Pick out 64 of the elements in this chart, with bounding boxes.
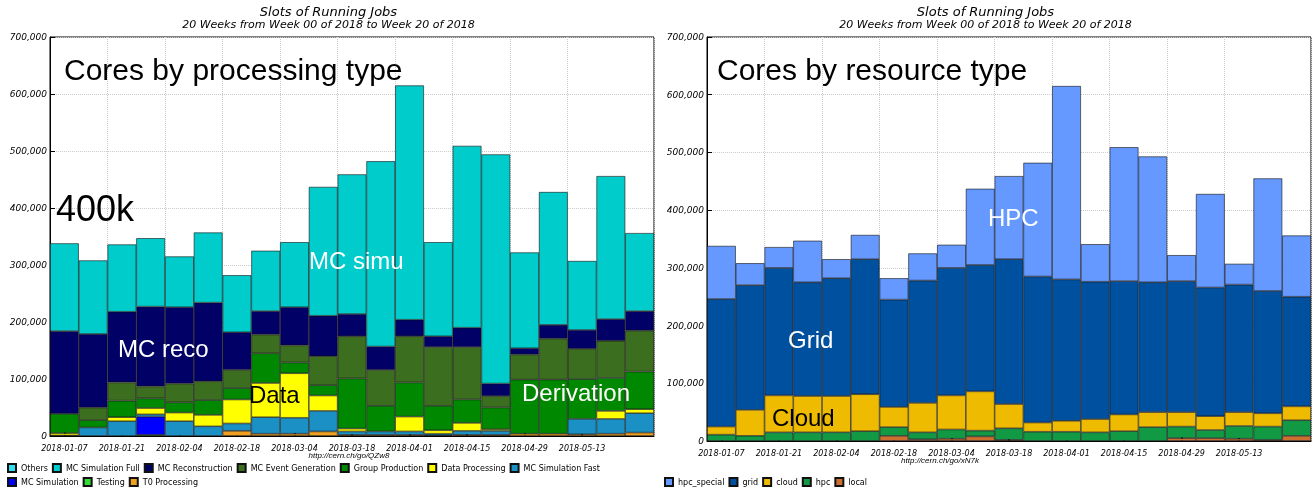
legend-label: hpc_special — [678, 477, 725, 487]
annotation: Grid — [788, 325, 834, 353]
x-tick-label: 2018-04-01 — [386, 443, 433, 453]
legend-label: MC Simulation — [21, 477, 79, 487]
y-tick-label: 0 — [41, 431, 48, 441]
x-tick-label: 2018-03-18 — [985, 448, 1033, 458]
annotation: MC simu — [309, 246, 404, 274]
x-tick-label: 2018-04-15 — [443, 443, 491, 453]
x-tick-label: 2018-05-13 — [558, 443, 606, 453]
x-tick-label: 2018-05-13 — [1215, 448, 1263, 458]
x-tick-label: 2018-02-18 — [870, 448, 918, 458]
x-tick-label: 2018-03-04 — [271, 443, 318, 453]
x-tick-label: 2018-04-29 — [1158, 448, 1205, 458]
x-tick-label: 2018-02-18 — [213, 443, 261, 453]
y-tick-label: 400,000 — [9, 203, 48, 213]
y-tick-label: 600,000 — [666, 89, 705, 100]
y-tick-label: 100,000 — [666, 378, 705, 389]
legend-label: MC Reconstruction — [157, 463, 233, 473]
y-tick-label: 300,000 — [666, 262, 705, 273]
y-tick-label: 500,000 — [9, 146, 48, 156]
y-tick-label: 200,000 — [9, 317, 48, 327]
x-tick-label: 2018-04-15 — [1100, 448, 1148, 458]
chart-subtitle: 20 Weeks from Week 00 of 2018 to Week 20 of 2018 — [839, 18, 1132, 31]
y-tick-label: 500,000 — [666, 147, 705, 158]
text: http://cern.ch/go/xN7k — [901, 455, 980, 465]
legend-label: T0 Processing — [141, 477, 199, 487]
x-tick-label: 2018-01-07 — [41, 443, 89, 453]
legend-label: cloud — [776, 477, 798, 487]
x-tick-label: 2018-01-21 — [98, 443, 146, 453]
x-tick-label: 2018-04-01 — [1043, 448, 1090, 458]
y-tick-label: 700,000 — [9, 32, 48, 42]
x-tick-label: 2018-03-04 — [928, 448, 975, 458]
y-tick-label: 300,000 — [9, 260, 48, 270]
legend-label: local — [848, 477, 867, 487]
legend-label: MC Simulation Full — [65, 463, 140, 473]
y-tick-label: 600,000 — [9, 89, 48, 99]
x-tick-label: 2018-01-21 — [755, 448, 803, 458]
legend-label: Testing — [95, 477, 125, 487]
legend-label: Group Production — [353, 463, 424, 473]
y-tick-label: 200,000 — [666, 320, 705, 331]
chart-title: Slots of Running Jobs — [916, 4, 1055, 19]
annotation: 400k — [56, 187, 136, 229]
annotation: Cores by processing type — [64, 52, 403, 86]
x-tick-label: 2018-03-18 — [328, 443, 376, 453]
y-tick-label: 400,000 — [666, 205, 705, 216]
annotation: Derivation — [522, 378, 631, 406]
y-tick-label: 0 — [698, 436, 705, 446]
annotation: MC reco — [118, 334, 209, 362]
legend-label: Others — [21, 463, 48, 473]
y-tick-label: 700,000 — [666, 32, 705, 42]
x-tick-label: 2018-04-29 — [501, 443, 548, 453]
annotation: Cores by resource type — [717, 52, 1028, 86]
text: http://cern.ch/go/QZw8 — [308, 450, 391, 460]
legend-label: grid — [742, 477, 759, 487]
x-tick-label: 2018-01-07 — [698, 448, 746, 458]
x-tick-label: 2018-02-04 — [813, 448, 860, 458]
legend-label: hpc — [815, 477, 831, 487]
legend-label: MC Simulation Fast — [523, 463, 600, 473]
legend-label: MC Event Generation — [250, 463, 336, 473]
chart-title: Slots of Running Jobs — [259, 4, 398, 19]
legend-label: Data Processing — [441, 463, 506, 473]
x-tick-label: 2018-02-04 — [156, 443, 203, 453]
chart-subtitle: 20 Weeks from Week 00 of 2018 to Week 20 of 2018 — [182, 18, 475, 31]
y-tick-label: 100,000 — [9, 374, 48, 384]
